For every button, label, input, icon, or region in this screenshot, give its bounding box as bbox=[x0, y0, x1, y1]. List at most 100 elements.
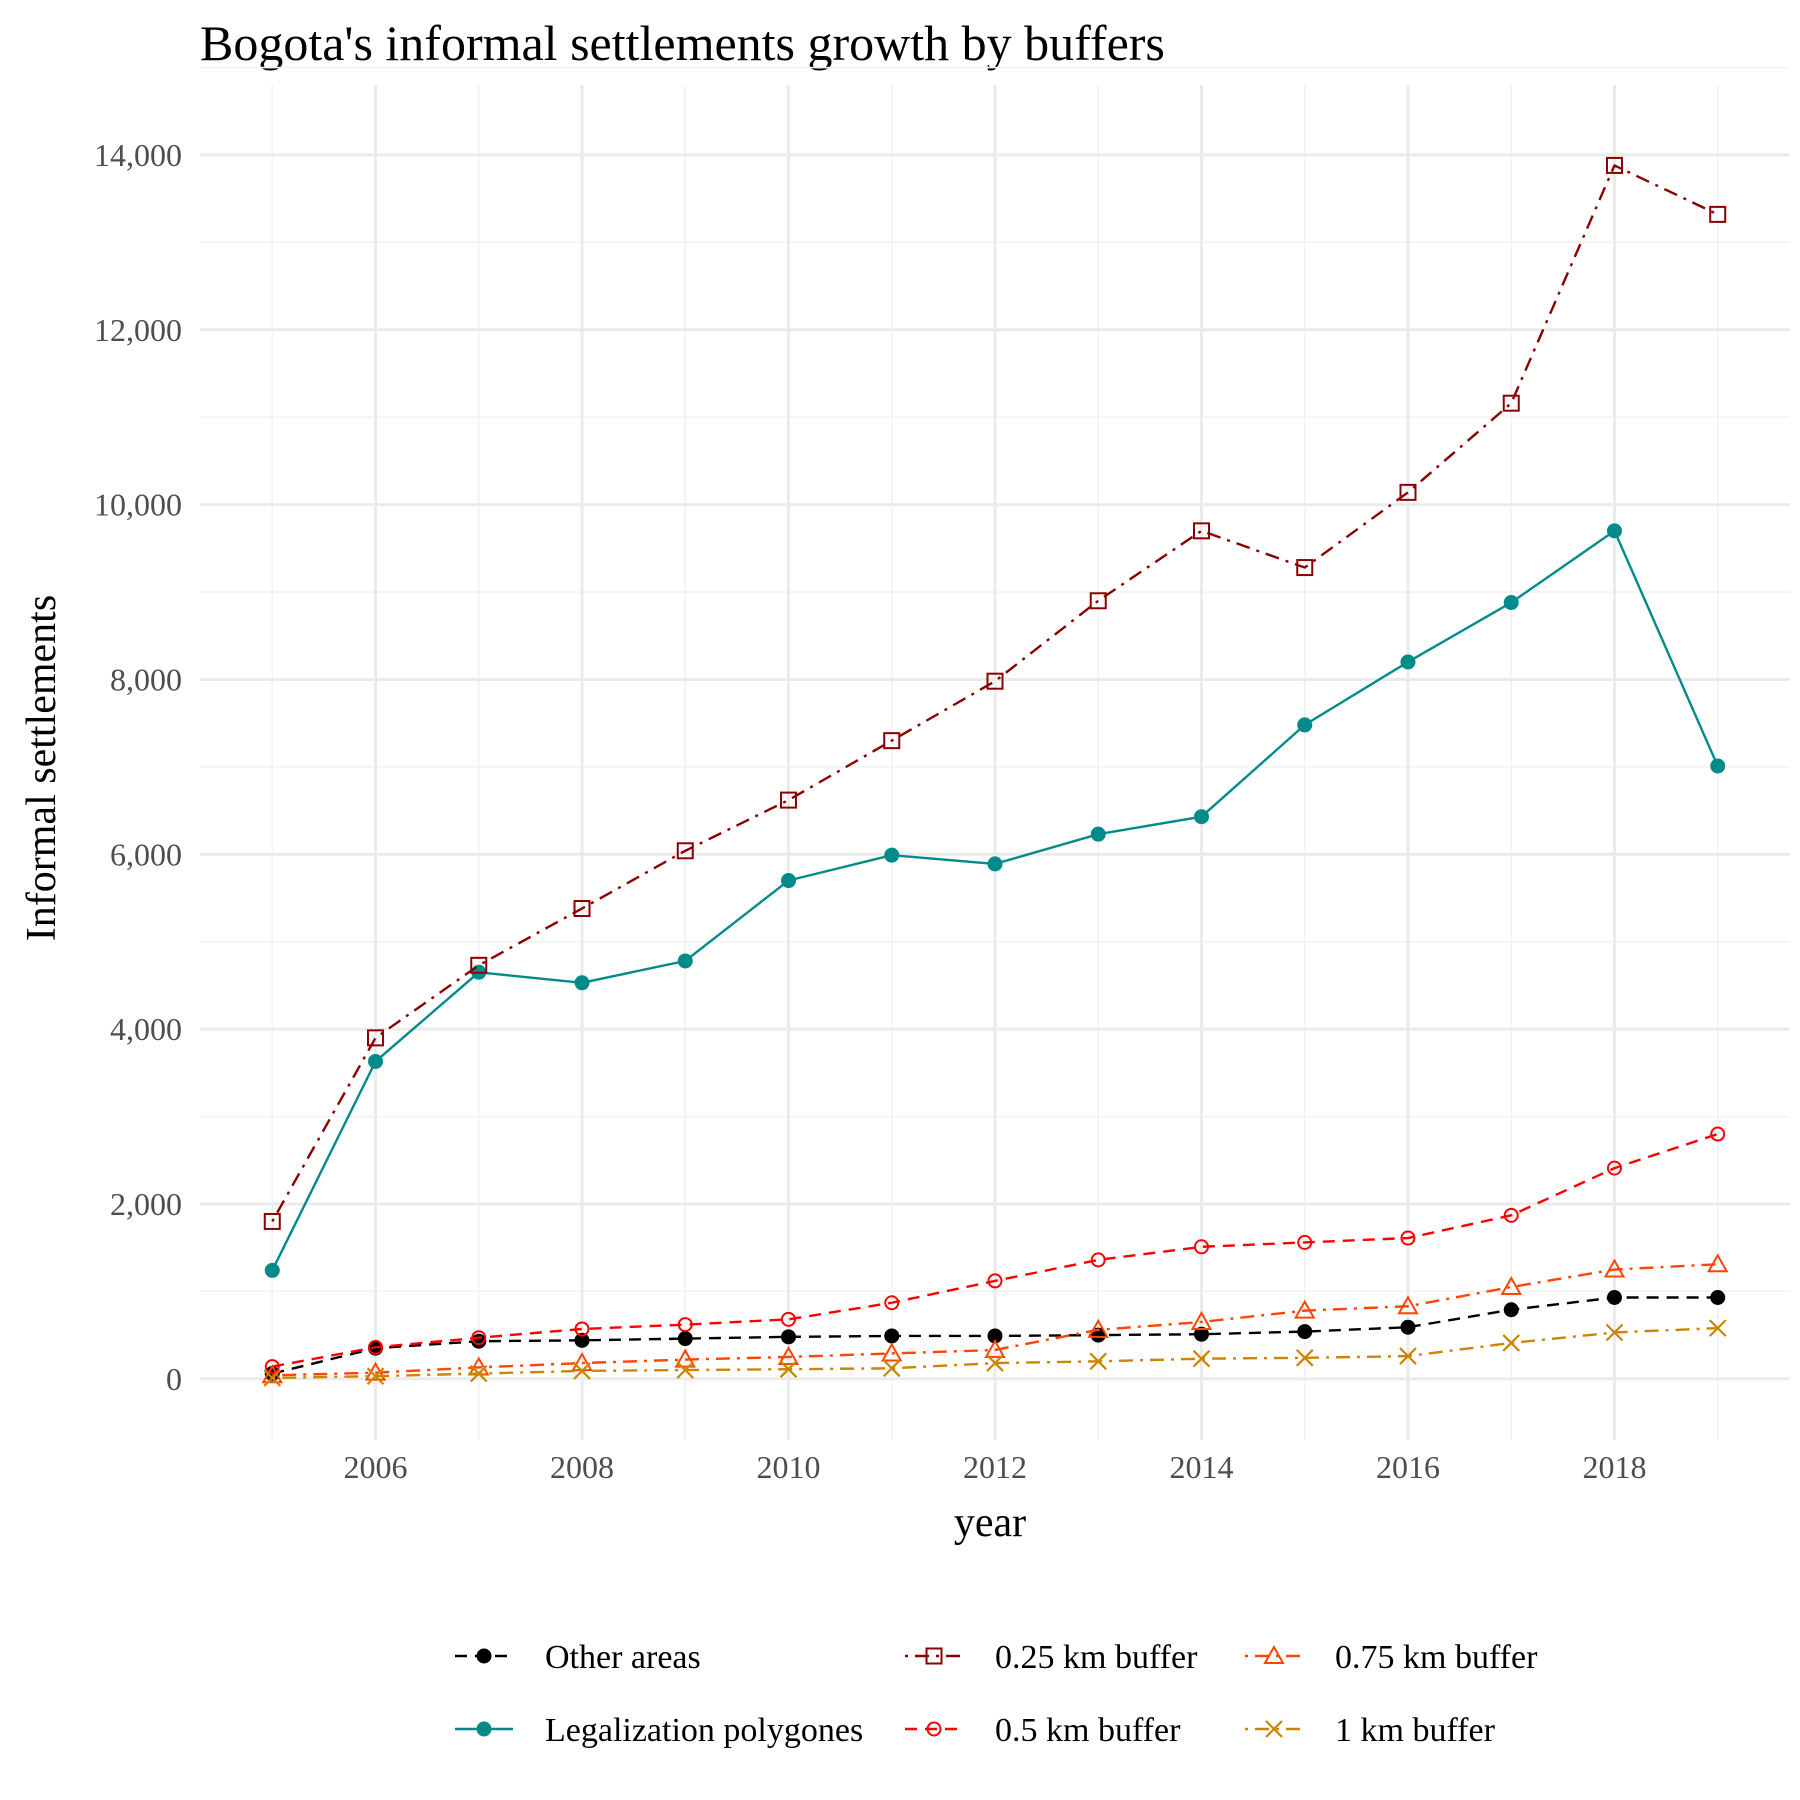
legend-item: 0.25 km buffer bbox=[905, 1639, 1198, 1676]
chart-title: Bogota's informal settlements growth by … bbox=[200, 15, 1165, 71]
data-point bbox=[676, 1361, 695, 1379]
y-tick-label: 14,000 bbox=[94, 137, 182, 173]
data-point bbox=[1502, 394, 1520, 412]
legend-item: Legalization polygones bbox=[455, 1712, 863, 1749]
data-point bbox=[1190, 1310, 1213, 1330]
y-tick-label: 10,000 bbox=[94, 487, 182, 523]
data-point bbox=[987, 856, 1003, 872]
data-point bbox=[677, 1331, 693, 1347]
data-point bbox=[1193, 809, 1209, 825]
data-point bbox=[1606, 1160, 1622, 1176]
data-point bbox=[264, 1359, 280, 1375]
data-point bbox=[881, 1342, 903, 1362]
series-line bbox=[271, 164, 1719, 1223]
series-line bbox=[272, 1326, 1718, 1380]
data-point bbox=[264, 1262, 280, 1278]
data-point bbox=[1399, 1347, 1417, 1365]
data-point bbox=[1710, 758, 1726, 774]
data-point bbox=[1192, 1349, 1211, 1368]
legend-key-marker bbox=[925, 1647, 943, 1665]
x-axis-title: year bbox=[954, 1500, 1026, 1546]
data-point bbox=[1087, 1318, 1109, 1338]
data-point bbox=[1090, 826, 1106, 842]
series-line bbox=[272, 1132, 1719, 1368]
legend-label: 0.75 km buffer bbox=[1335, 1639, 1538, 1676]
data-point bbox=[1297, 717, 1313, 733]
data-point bbox=[779, 1360, 798, 1378]
data-point bbox=[368, 1339, 384, 1355]
data-point bbox=[1707, 1253, 1729, 1273]
legend-label: 0.5 km buffer bbox=[995, 1712, 1181, 1749]
y-axis-title: Informal settlements bbox=[19, 595, 65, 941]
data-point bbox=[882, 1359, 901, 1378]
data-point bbox=[777, 1345, 800, 1365]
data-point bbox=[1400, 1230, 1416, 1246]
x-axis-ticks: 2006 2008 2010 2012 2014 2016 2018 bbox=[344, 1449, 1647, 1485]
data-point bbox=[470, 956, 488, 974]
data-point bbox=[1503, 595, 1519, 611]
data-point bbox=[1297, 1324, 1313, 1340]
data-point bbox=[368, 1053, 384, 1069]
data-point bbox=[1605, 156, 1623, 174]
legend: Other areas Legalization polygones 0.25 km… bbox=[455, 1639, 1538, 1749]
data-point bbox=[781, 1311, 797, 1327]
data-point bbox=[1603, 1258, 1626, 1278]
data-point bbox=[676, 842, 694, 860]
data-point bbox=[573, 899, 591, 917]
x-tick-label: 2018 bbox=[1582, 1449, 1646, 1485]
data-point bbox=[987, 1273, 1003, 1289]
data-point bbox=[1089, 592, 1107, 610]
legend-key-marker bbox=[476, 1648, 492, 1664]
data-point bbox=[574, 975, 590, 991]
series-5 bbox=[263, 1319, 1727, 1387]
data-point bbox=[986, 1354, 1004, 1372]
legend-label: Other areas bbox=[545, 1639, 701, 1676]
data-point bbox=[1192, 522, 1210, 540]
data-point bbox=[1709, 205, 1727, 223]
legend-key-marker bbox=[1263, 1644, 1285, 1664]
data-point bbox=[884, 847, 900, 863]
data-point bbox=[1503, 1302, 1519, 1318]
data-point bbox=[1606, 1290, 1622, 1306]
y-tick-label: 6,000 bbox=[110, 836, 182, 872]
data-point bbox=[984, 1338, 1006, 1358]
data-point bbox=[1503, 1207, 1519, 1223]
data-point bbox=[574, 1332, 590, 1348]
x-tick-label: 2008 bbox=[550, 1449, 614, 1485]
data-point bbox=[471, 1330, 487, 1346]
legend-item: 0.75 km buffer bbox=[1245, 1639, 1538, 1676]
y-tick-label: 2,000 bbox=[110, 1186, 182, 1222]
data-point bbox=[1193, 1326, 1209, 1342]
data-point bbox=[674, 1348, 696, 1368]
x-tick-label: 2006 bbox=[344, 1449, 408, 1485]
data-point bbox=[1502, 1334, 1521, 1352]
data-point bbox=[781, 873, 797, 889]
data-point bbox=[1399, 483, 1417, 501]
legend-label: Legalization polygones bbox=[545, 1712, 863, 1749]
data-point bbox=[1605, 1323, 1624, 1342]
data-point bbox=[1397, 1295, 1419, 1315]
y-tick-label: 12,000 bbox=[94, 312, 182, 348]
data-point bbox=[469, 1364, 488, 1383]
data-point bbox=[1090, 1252, 1106, 1268]
data-point bbox=[1296, 559, 1314, 577]
data-point bbox=[677, 1317, 693, 1333]
data-point bbox=[1606, 523, 1622, 539]
data-point bbox=[781, 1329, 797, 1345]
legend-key-marker bbox=[1265, 1720, 1283, 1738]
data-point bbox=[1500, 1275, 1522, 1296]
y-axis-ticks: 0 2,000 4,000 6,000 8,000 10,000 12,000 14,000 bbox=[94, 137, 182, 1397]
data-point bbox=[986, 672, 1004, 690]
legend-item: 1 km buffer bbox=[1245, 1712, 1496, 1749]
data-point bbox=[780, 791, 798, 809]
data-point bbox=[1710, 1290, 1726, 1306]
data-point bbox=[1710, 1126, 1726, 1142]
grid bbox=[200, 66, 1790, 1440]
y-tick-label: 0 bbox=[166, 1361, 182, 1397]
data-point bbox=[677, 953, 693, 969]
data-point bbox=[1708, 1319, 1727, 1337]
legend-label: 0.25 km buffer bbox=[995, 1639, 1198, 1676]
data-point bbox=[367, 1029, 385, 1047]
legend-label: 1 km buffer bbox=[1335, 1712, 1496, 1749]
